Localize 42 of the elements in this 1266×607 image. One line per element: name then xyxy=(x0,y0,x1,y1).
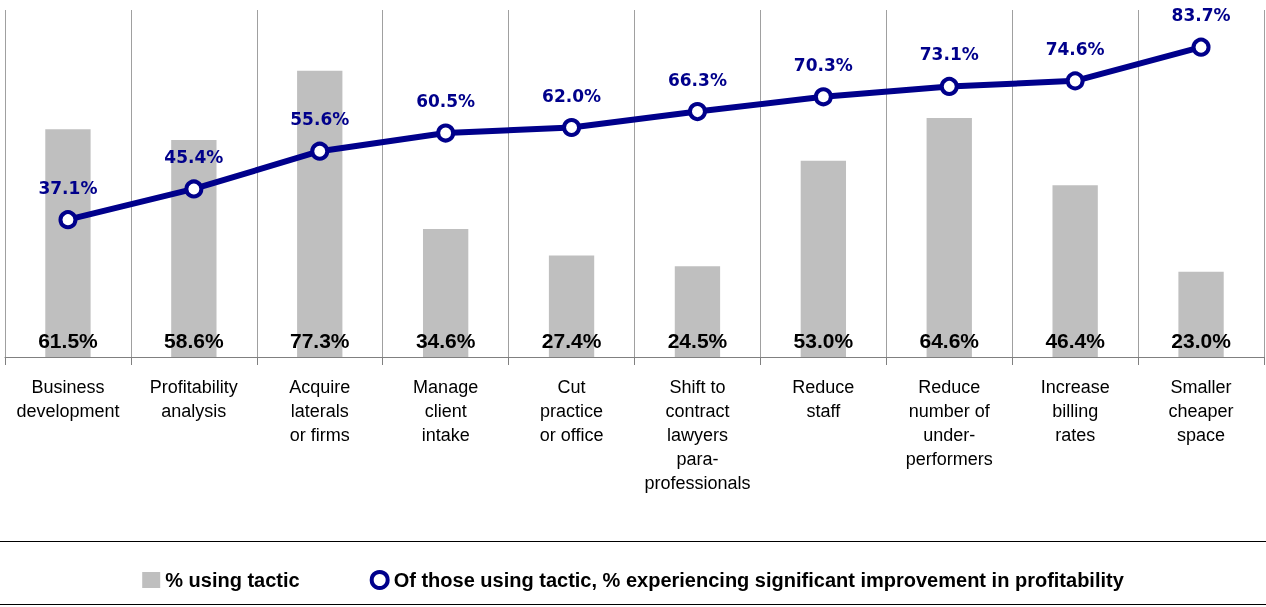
x-tick-label: Increase billing rates xyxy=(1040,377,1110,445)
data-label: 77.3% xyxy=(289,329,350,352)
point xyxy=(436,123,456,143)
data-label: 66.3% xyxy=(667,69,727,90)
x-tick-label: Shift to contract lawyers para-professionals xyxy=(644,377,751,493)
x-tick-label: Manage client intake xyxy=(413,377,479,445)
data-label: 62.0% xyxy=(542,85,602,106)
data-label: 73.1% xyxy=(919,44,979,65)
data-label: 53.0% xyxy=(793,329,854,352)
data-label: 74.6% xyxy=(1045,38,1105,59)
data-label: 45.4% xyxy=(164,146,224,167)
data-label: 27.4% xyxy=(541,329,602,352)
data-label: 24.5% xyxy=(667,329,728,352)
data-label: 70.3% xyxy=(793,54,853,75)
data-label: 58.6% xyxy=(164,329,224,352)
data-label: 34.6% xyxy=(415,329,476,352)
data-label: 83.7% xyxy=(1171,5,1231,26)
point xyxy=(1191,37,1211,57)
point xyxy=(1065,71,1085,91)
point xyxy=(939,76,959,96)
point xyxy=(184,179,204,199)
x-tick-label: Reduce number of under-performers xyxy=(905,377,993,469)
data-label: 64.6% xyxy=(919,329,980,352)
data-label: 46.4% xyxy=(1045,329,1106,352)
x-tick-label: Smaller cheaper space xyxy=(1168,377,1234,445)
legend-label: Of those using tactic, % experiencing significant improvement in profitability xyxy=(393,569,1125,591)
point xyxy=(310,141,330,161)
data-label: 61.5% xyxy=(38,329,99,352)
legend-label: % using tactic xyxy=(165,569,300,591)
point xyxy=(813,87,833,107)
x-tick-label: Acquire laterals or firms xyxy=(289,377,351,445)
data-label: 37.1% xyxy=(38,177,98,198)
x-tick-label: Reduce staff xyxy=(792,377,855,421)
point xyxy=(687,102,707,122)
data-label: 23.0% xyxy=(1171,329,1232,352)
data-label: 60.5% xyxy=(416,91,476,112)
x-tick-label: Business development xyxy=(16,377,120,421)
x-tick-label: Cut practice or office xyxy=(539,377,604,445)
point xyxy=(58,210,78,230)
x-tick-label: Profitability analysis xyxy=(149,377,238,421)
data-label: 55.6% xyxy=(290,109,350,130)
point xyxy=(562,118,582,137)
